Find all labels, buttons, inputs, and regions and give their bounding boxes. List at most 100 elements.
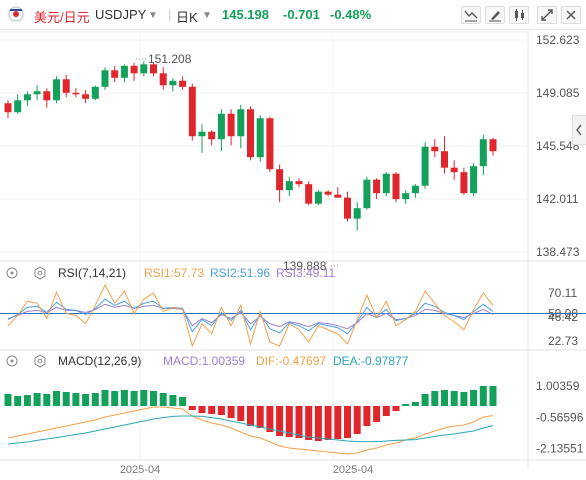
candle-body: [441, 151, 448, 168]
candle-body: [237, 109, 245, 137]
candle-body: [382, 173, 390, 194]
macd-tick-label: 1.00359: [536, 379, 580, 393]
period-dropdown-icon[interactable]: ▼: [202, 10, 212, 21]
price-change-pct: -0.48%: [330, 7, 372, 22]
candle-body: [276, 169, 284, 191]
dif-value: DIF:-0.47697: [256, 354, 326, 368]
symbol-code[interactable]: USDJPY: [95, 7, 147, 22]
macd-bar: [179, 397, 187, 406]
macd-bar: [140, 390, 148, 406]
x-axis-label-1: 2025-04: [120, 464, 160, 476]
candle-body: [295, 181, 303, 185]
candle-body: [450, 167, 458, 173]
candle-body: [256, 118, 264, 158]
macd-bar: [431, 391, 439, 406]
collapse-panel-button[interactable]: [572, 115, 586, 145]
macd-bar: [4, 394, 12, 406]
macd-tick-label: -2.13551: [536, 442, 584, 456]
price-change: -0.701: [283, 7, 320, 22]
macd-bar: [344, 406, 351, 438]
macd-bar: [363, 406, 371, 426]
rsi-lines: [7, 283, 494, 348]
rsi1-value: RSI1:57.73: [144, 266, 204, 280]
candle-body: [72, 92, 80, 95]
candle-body: [82, 94, 90, 99]
symbol-dropdown-icon[interactable]: ▼: [148, 10, 158, 21]
draw-pen-icon[interactable]: [485, 6, 505, 24]
macd-bar: [411, 402, 419, 406]
candle-body: [314, 191, 322, 204]
candle-body: [363, 179, 371, 209]
macd-toggle-eye-icon[interactable]: [6, 355, 18, 367]
kline-chart[interactable]: 152.623 149.085 145.548 142.011 138.473 151.…: [0, 30, 586, 480]
rsi2-value: RSI2:51.96: [210, 266, 270, 280]
macd-bar: [72, 393, 80, 406]
rsi-settings-icon[interactable]: [34, 266, 46, 280]
toolbar-divider: |: [168, 7, 172, 22]
candle-body: [344, 197, 351, 219]
candle-body: [217, 113, 225, 140]
candle-body: [402, 193, 410, 200]
candle-body: [479, 139, 487, 167]
indicator-icon[interactable]: [461, 6, 481, 24]
macd-bar: [324, 406, 332, 440]
candle-body: [227, 113, 235, 137]
last-price: 145.198: [222, 7, 269, 22]
macd-settings-icon[interactable]: [34, 354, 46, 368]
rsi-tick-label: 22.73: [548, 334, 578, 348]
candle-body: [120, 65, 128, 78]
rsi2-line: [7, 298, 494, 335]
macd-bar: [82, 394, 90, 406]
macd-bar: [450, 391, 458, 406]
macd-bar: [295, 406, 303, 438]
candle-body: [324, 191, 332, 195]
candle-type-icon[interactable]: [509, 6, 529, 24]
candle-body: [101, 70, 109, 87]
macd-tick-label: -0.56596: [536, 410, 584, 424]
candle-body: [179, 80, 187, 87]
macd-bar: [217, 406, 225, 415]
macd-bar: [247, 406, 254, 426]
rsi-legend: RSI(7,14,21) RSI1:57.73 RSI2:51.96 RSI3:…: [6, 266, 335, 280]
macd-bar: [334, 406, 342, 439]
candle-body: [353, 208, 361, 219]
settings-icon[interactable]: [561, 6, 581, 24]
price-tick-label: 138.473: [536, 245, 580, 259]
dea-line: [7, 415, 494, 445]
period-selector[interactable]: 日K: [176, 10, 198, 25]
candle-body: [111, 70, 119, 78]
macd-title[interactable]: MACD(12,26,9): [58, 354, 141, 368]
price-grid: [0, 39, 528, 253]
macd-bar: [23, 395, 31, 406]
candle-body: [14, 100, 22, 113]
candle-body: [285, 181, 293, 191]
expand-icon[interactable]: [537, 6, 557, 24]
macd-bar: [120, 390, 128, 406]
macd-bar: [237, 406, 245, 421]
rsi-toggle-eye-icon[interactable]: [6, 267, 18, 279]
dif-line: [7, 406, 494, 455]
macd-bar: [460, 392, 468, 406]
rsi-title[interactable]: RSI(7,14,21): [58, 266, 126, 280]
macd-bar: [53, 391, 60, 406]
high-price-label: 151.208: [148, 52, 192, 66]
macd-bar: [441, 390, 448, 406]
macd-bar: [169, 395, 177, 406]
macd-bar: [208, 406, 216, 414]
price-tick-label: 152.623: [536, 33, 580, 47]
candle-body: [4, 103, 12, 113]
rsi-tick-label: 70.11: [548, 286, 577, 300]
chart-toolbar: 美元/日元 USDJPY ▼ | 日K ▼ 145.198 -0.701 -0.…: [0, 0, 586, 30]
macd-bar: [421, 394, 429, 406]
macd-bar: [130, 391, 138, 406]
macd-bar: [479, 386, 487, 406]
rsi3-value: RSI3:49.11: [276, 266, 335, 280]
rsi-tick-label: 46.42: [548, 310, 578, 324]
candle-body: [411, 185, 419, 194]
candle-body: [130, 65, 138, 74]
pair-name[interactable]: 美元/日元: [34, 10, 90, 25]
macd-value: MACD:1.00359: [163, 354, 245, 368]
candle-body: [460, 172, 468, 194]
macd-bar: [285, 406, 293, 437]
